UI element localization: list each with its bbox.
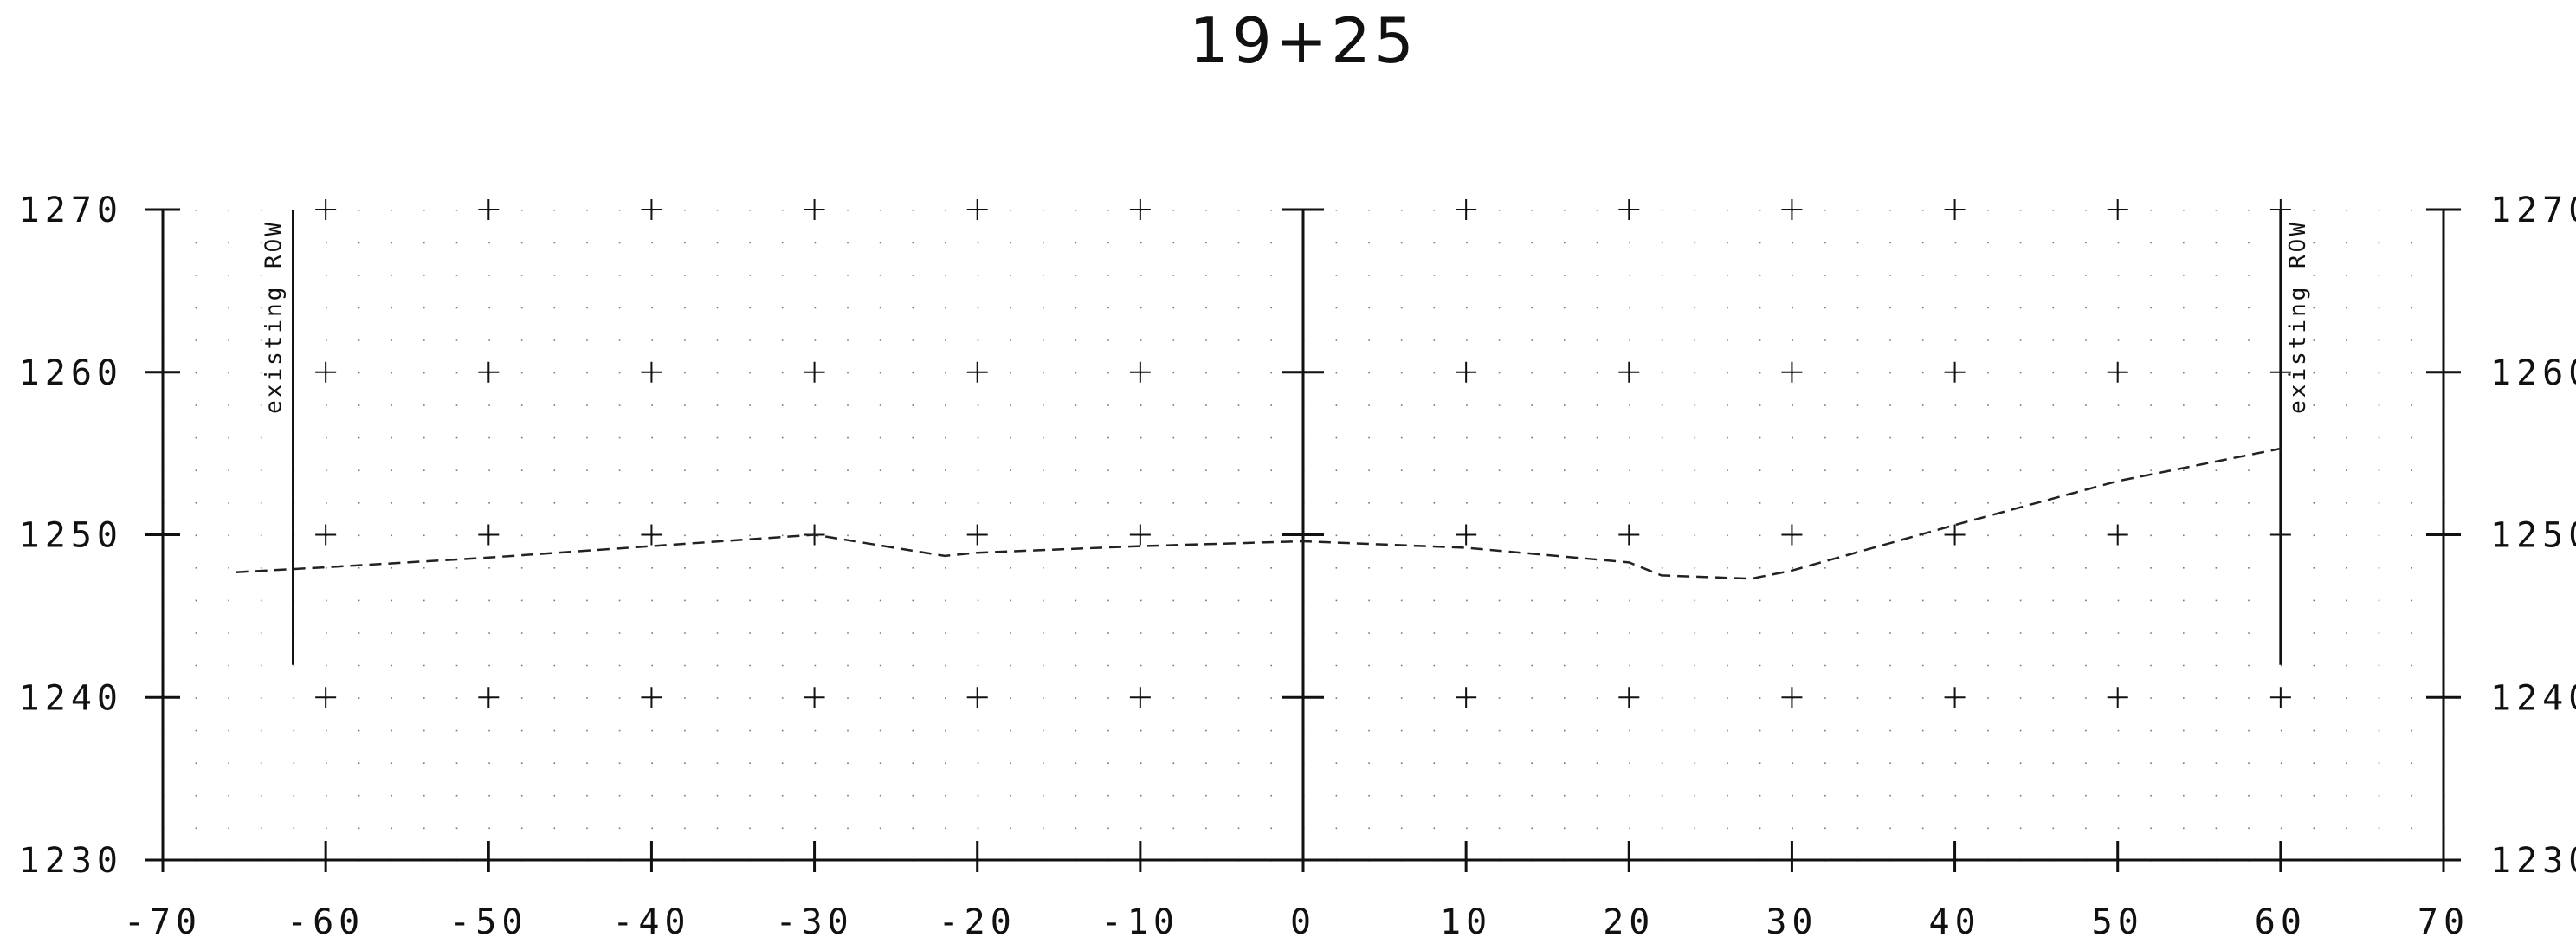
y-tick-label-right: 1250 <box>2490 516 2576 556</box>
y-tick-label-left: 1230 <box>19 841 123 881</box>
x-tick-label: 0 <box>1290 902 1316 942</box>
ground-profile-line <box>236 447 2282 580</box>
grid-crosses <box>315 199 2291 708</box>
grid-cross <box>966 199 988 220</box>
grid-cross <box>1456 361 1477 383</box>
row-label: existing ROW <box>261 220 287 414</box>
grid-cross <box>1781 524 1803 546</box>
grid-cross <box>1456 687 1477 708</box>
row-label: existing ROW <box>2285 220 2311 414</box>
grid-cross <box>1618 361 1640 383</box>
tick-labels: -70 -60 -50 -40 -30 -20 -10 0 10 20 30 40 50 60 70 1230… <box>19 191 2576 942</box>
grid-cross <box>478 524 500 546</box>
x-tick-label: 10 <box>1440 902 1492 942</box>
y-tick-label-left: 1240 <box>19 678 123 718</box>
grid-cross <box>2107 199 2128 220</box>
grid-cross <box>1781 199 1803 220</box>
x-tick-label: -30 <box>775 902 853 942</box>
grid-cross <box>478 199 500 220</box>
series-group <box>236 447 2282 580</box>
grid-cross <box>1618 199 1640 220</box>
grid-cross <box>1781 687 1803 708</box>
y-tick-label-right: 1240 <box>2490 678 2576 718</box>
grid-cross <box>478 687 500 708</box>
y-tick-label-right: 1270 <box>2490 191 2576 230</box>
x-tick-label: -20 <box>939 902 1017 942</box>
grid-cross <box>2107 524 2128 546</box>
annotations: existing ROW existing ROW <box>261 210 2311 665</box>
grid-cross <box>1618 524 1640 546</box>
grid-cross <box>1781 361 1803 383</box>
grid-cross <box>1456 199 1477 220</box>
y-tick-label-right: 1260 <box>2490 353 2576 393</box>
tick-marks <box>145 208 2461 872</box>
grid-cross <box>804 199 825 220</box>
x-tick-label: 40 <box>1928 902 1980 942</box>
grid-cross <box>1129 524 1151 546</box>
y-tick-label-left: 1270 <box>19 191 123 230</box>
grid-cross <box>966 687 988 708</box>
grid-cross <box>2107 361 2128 383</box>
grid-cross <box>966 361 988 383</box>
grid-cross <box>804 361 825 383</box>
grid-cross <box>315 524 337 546</box>
grid-cross <box>1944 361 1966 383</box>
grid-cross <box>478 361 500 383</box>
grid-cross <box>1456 524 1477 546</box>
grid-cross <box>315 199 337 220</box>
x-tick-label: 50 <box>2092 902 2144 942</box>
grid-cross <box>1129 361 1151 383</box>
grid-cross <box>641 361 662 383</box>
x-tick-label: -50 <box>449 902 527 942</box>
grid-cross <box>1944 199 1966 220</box>
x-tick-label: -60 <box>287 902 365 942</box>
grid-cross <box>315 361 337 383</box>
grid-cross <box>1129 687 1151 708</box>
grid-cross <box>804 687 825 708</box>
grid-cross <box>2107 687 2128 708</box>
grid-cross <box>1944 524 1966 546</box>
grid-cross <box>641 199 662 220</box>
x-tick-label: 30 <box>1766 902 1817 942</box>
grid-cross <box>1944 687 1966 708</box>
x-tick-label: 60 <box>2255 902 2307 942</box>
x-tick-label: -40 <box>612 902 690 942</box>
y-tick-label-right: 1230 <box>2490 841 2576 881</box>
x-tick-label: 70 <box>2418 902 2469 942</box>
y-tick-label-left: 1250 <box>19 516 123 556</box>
x-tick-label: -10 <box>1101 902 1179 942</box>
x-tick-label: 20 <box>1603 902 1655 942</box>
y-tick-label-left: 1260 <box>19 353 123 393</box>
grid-cross <box>2269 687 2291 708</box>
grid-cross <box>1618 687 1640 708</box>
x-tick-label: -70 <box>124 902 202 942</box>
grid-cross <box>641 524 662 546</box>
grid-cross <box>966 524 988 546</box>
grid-cross <box>315 687 337 708</box>
grid-cross <box>1129 199 1151 220</box>
grid-cross <box>641 687 662 708</box>
chart-title: 19+25 <box>1189 4 1417 77</box>
